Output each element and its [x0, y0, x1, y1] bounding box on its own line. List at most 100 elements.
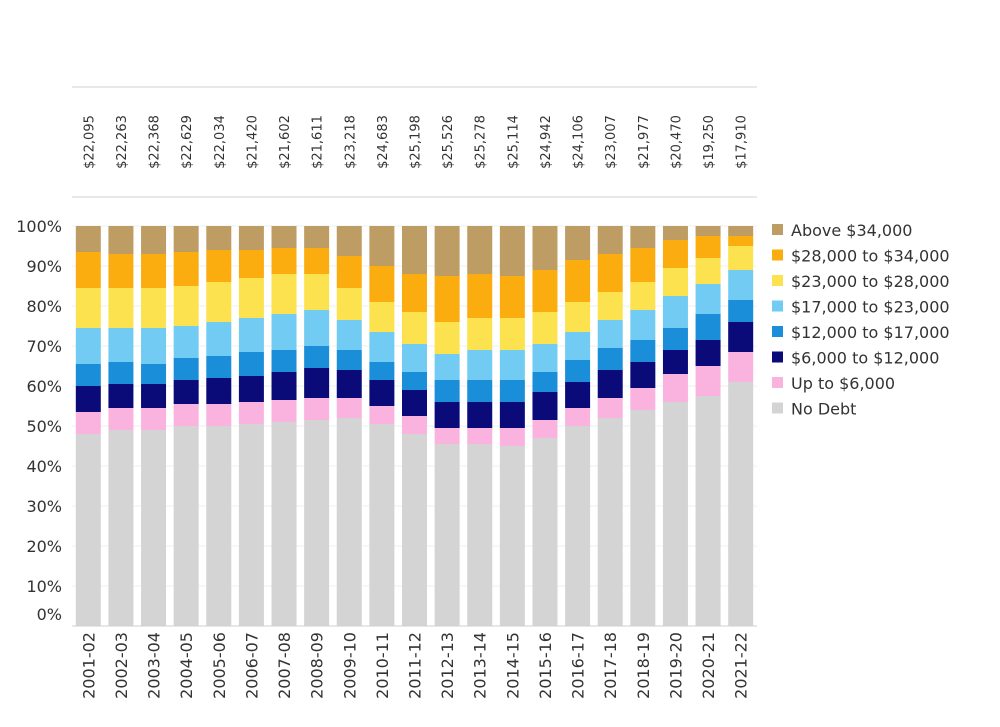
- bar-segment-5: [467, 318, 493, 350]
- bar-segment-3: [108, 362, 134, 384]
- bar-segment-7: [662, 226, 688, 240]
- bar-segment-5: [108, 288, 134, 328]
- bar-segment-2: [532, 392, 558, 420]
- bar-segment-0: [402, 434, 427, 626]
- legend-label: Up to $6,000: [791, 374, 895, 393]
- legend-swatch: [772, 377, 783, 388]
- x-tick-label: 2002-03: [112, 632, 131, 699]
- bar-segment-5: [597, 292, 623, 320]
- bar-segment-4: [108, 328, 134, 362]
- legend-swatch: [772, 300, 783, 312]
- bar-segment-6: [369, 266, 395, 302]
- bar-segment-1: [271, 400, 297, 422]
- bar-segment-2: [173, 380, 199, 404]
- x-tick-label: 2007-08: [275, 632, 294, 699]
- bar-segment-2: [499, 402, 525, 428]
- y-tick-label: 70%: [26, 337, 62, 356]
- bar-segment-2: [467, 402, 493, 428]
- bar-segment-3: [141, 364, 167, 384]
- x-tick-label: 2015-16: [536, 632, 555, 699]
- x-tick-label: 2020-21: [699, 632, 718, 699]
- bar-segment-7: [369, 226, 395, 266]
- y-tick-label: 80%: [26, 297, 62, 316]
- x-tick-label: 2006-07: [242, 632, 261, 699]
- bar-segment-5: [141, 288, 167, 328]
- bar-segment-1: [728, 352, 754, 382]
- bar-segment-2: [238, 376, 264, 402]
- bar-segment-5: [336, 288, 362, 320]
- bar-segment-5: [173, 286, 199, 326]
- bar-segment-4: [271, 314, 297, 350]
- bar-segment-1: [597, 398, 623, 418]
- legend-swatch: [772, 224, 783, 235]
- bar-segment-4: [304, 310, 330, 346]
- bar-segment-0: [75, 434, 101, 626]
- average-debt-label: $21,977: [637, 115, 652, 169]
- x-tick-label: 2012-13: [438, 632, 457, 699]
- y-tick-label: 50%: [26, 417, 62, 436]
- bar-segment-1: [630, 388, 656, 410]
- bar-segment-0: [728, 382, 754, 626]
- bar-segment-0: [108, 430, 134, 626]
- legend-label: No Debt: [791, 400, 856, 419]
- bar-segment-0: [499, 446, 525, 626]
- bar-segment-0: [173, 426, 199, 626]
- bar-segment-5: [499, 318, 525, 350]
- bar-segment-0: [565, 426, 591, 626]
- average-debt-label: $24,683: [376, 115, 391, 169]
- bar-segment-7: [304, 226, 330, 248]
- bar-segment-3: [206, 356, 232, 378]
- bar-segment-7: [597, 226, 623, 254]
- x-tick-label: 2016-17: [569, 632, 588, 699]
- bar-segment-3: [499, 380, 525, 402]
- bar-segment-3: [271, 350, 297, 372]
- y-tick-label: 0%: [37, 605, 62, 624]
- bar-segment-2: [271, 372, 297, 400]
- bar-segment-5: [75, 288, 101, 328]
- bar-segment-4: [662, 296, 688, 328]
- average-debt-label: $23,007: [604, 115, 619, 169]
- average-debt-label: $17,910: [735, 115, 750, 169]
- bar-segment-2: [597, 370, 623, 398]
- y-tick-label: 10%: [26, 577, 62, 596]
- bar-segment-1: [565, 408, 591, 426]
- bar-segment-4: [434, 354, 460, 380]
- bar-segment-5: [565, 302, 591, 332]
- bar-segment-0: [206, 426, 232, 626]
- average-debt-label: $24,942: [539, 115, 554, 169]
- bar-segment-5: [304, 274, 330, 310]
- bar-segment-1: [304, 398, 330, 420]
- bar-segment-0: [630, 410, 656, 626]
- x-tick-label: 2014-15: [503, 632, 522, 699]
- legend: Above $34,000 $28,000 to $34,000 $23,000 t…: [772, 221, 950, 419]
- bar-segment-3: [369, 362, 395, 380]
- bar-segment-1: [662, 374, 688, 402]
- x-tick-label: 2021-22: [732, 632, 751, 699]
- bar-segment-5: [369, 302, 395, 332]
- bar-segment-7: [173, 226, 199, 252]
- bar-segment-2: [304, 368, 330, 398]
- bar-segment-2: [630, 362, 656, 388]
- bar-segment-3: [304, 346, 330, 368]
- y-tick-label: 100%: [16, 217, 62, 236]
- bar-segment-4: [141, 328, 167, 364]
- bar-segment-1: [499, 428, 525, 446]
- average-debt-label: $22,095: [82, 115, 97, 169]
- legend-swatch: [772, 402, 783, 414]
- bar-segment-6: [499, 276, 525, 318]
- average-debt-label: $21,611: [311, 115, 326, 169]
- bar-segment-1: [695, 366, 721, 396]
- x-tick-label: 2017-18: [601, 632, 620, 699]
- bar-segment-3: [173, 358, 199, 380]
- bar-segment-3: [565, 360, 591, 382]
- bar-segment-5: [728, 246, 754, 270]
- bar-segment-7: [499, 226, 525, 276]
- bar-segment-3: [597, 348, 623, 370]
- bar-segment-1: [402, 416, 427, 434]
- bar-segment-2: [369, 380, 395, 406]
- bar-segment-7: [141, 226, 167, 254]
- bar-segment-7: [434, 226, 460, 276]
- bar-segment-0: [369, 424, 395, 626]
- bar-segment-2: [728, 322, 754, 352]
- bar-segment-4: [336, 320, 362, 350]
